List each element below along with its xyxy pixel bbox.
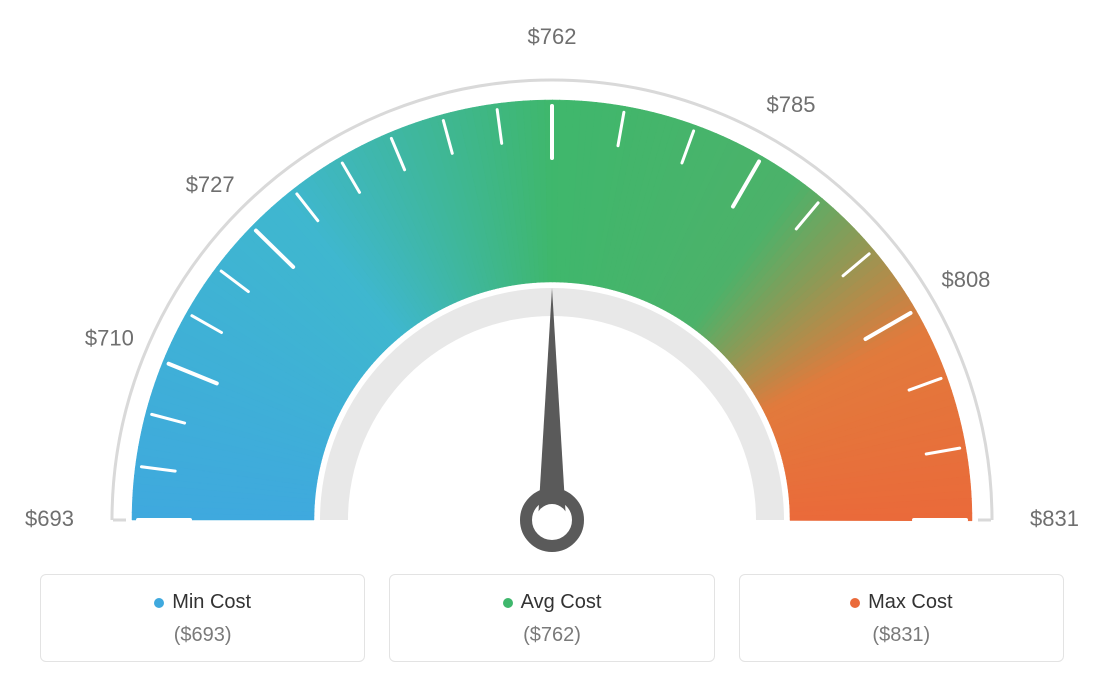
svg-text:$785: $785 (767, 92, 816, 117)
svg-text:$693: $693 (25, 506, 74, 531)
dot-icon (850, 598, 860, 608)
dot-icon (154, 598, 164, 608)
legend-card-avg: Avg Cost ($762) (389, 574, 714, 662)
cost-gauge: $693 $710 $727 $762 $785 $808 $831 (0, 0, 1104, 560)
svg-text:$762: $762 (528, 24, 577, 49)
legend-card-min: Min Cost ($693) (40, 574, 365, 662)
svg-text:$727: $727 (186, 172, 235, 197)
legend-label-min: Min Cost (172, 591, 251, 614)
legend-row: Min Cost ($693) Avg Cost ($762) Max Cost… (40, 574, 1064, 662)
legend-card-max: Max Cost ($831) (739, 574, 1064, 662)
legend-label-avg: Avg Cost (521, 591, 602, 614)
legend-label-max: Max Cost (868, 591, 952, 614)
svg-text:$808: $808 (941, 267, 990, 292)
legend-value-avg: ($762) (400, 624, 703, 647)
svg-text:$831: $831 (1030, 506, 1079, 531)
svg-text:$710: $710 (85, 326, 134, 351)
legend-value-min: ($693) (51, 624, 354, 647)
dot-icon (503, 598, 513, 608)
legend-value-max: ($831) (750, 624, 1053, 647)
